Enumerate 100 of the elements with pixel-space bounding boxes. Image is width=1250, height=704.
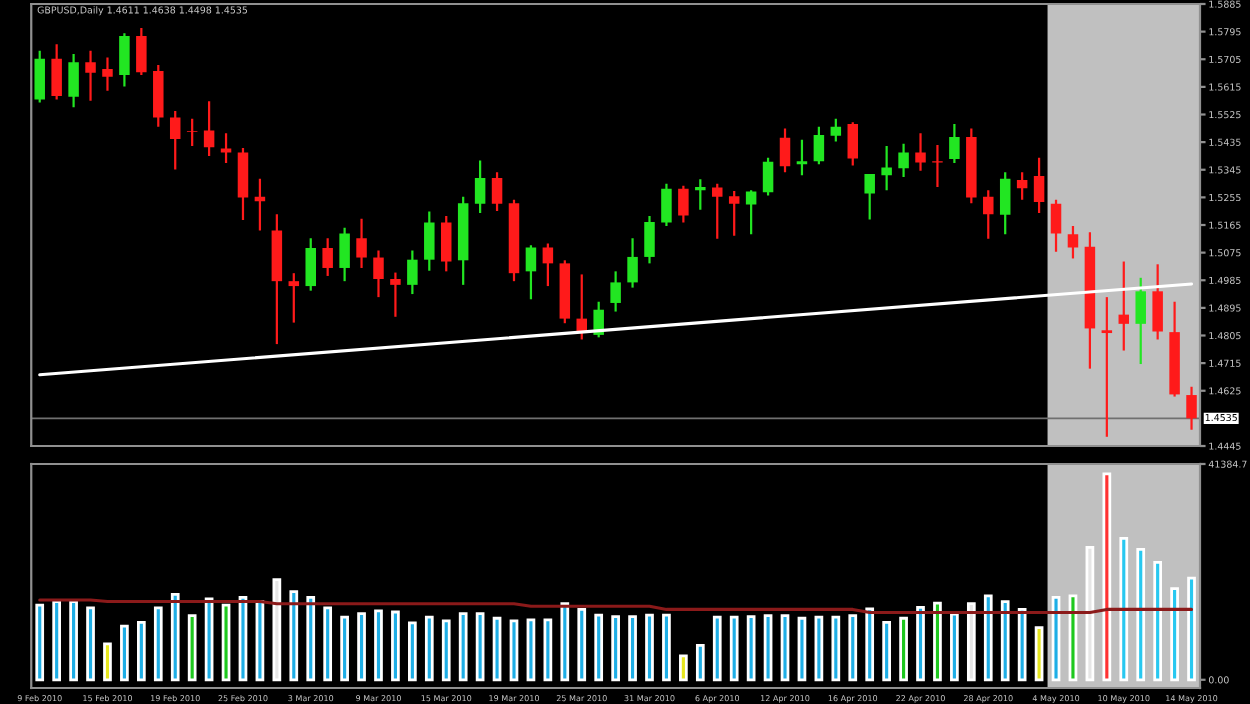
bar [1000, 600, 1010, 682]
bar [170, 592, 180, 682]
bar [408, 621, 417, 682]
candlestick [1101, 296, 1113, 438]
candlestick [424, 210, 435, 272]
bar [69, 600, 78, 682]
bar [1034, 626, 1044, 682]
candlestick [288, 272, 300, 324]
bar [1068, 594, 1078, 682]
candlestick [610, 270, 621, 313]
bar [153, 606, 163, 682]
bar [983, 594, 993, 682]
candlestick [525, 244, 537, 301]
bar [780, 614, 790, 682]
candlestick [186, 117, 198, 148]
candlestick [949, 122, 960, 165]
candlestick [644, 214, 655, 265]
bar [662, 613, 671, 682]
candlestick [34, 49, 45, 104]
bar [729, 615, 739, 682]
candlestick [779, 127, 791, 174]
bar [35, 603, 45, 682]
candlestick [813, 125, 825, 166]
bar [560, 602, 570, 682]
candlestick [712, 182, 723, 240]
bar [746, 615, 756, 682]
candlestick [1050, 198, 1062, 253]
candlestick [169, 110, 181, 171]
candlestick [915, 132, 926, 172]
candlestick [999, 171, 1011, 236]
bar [814, 615, 824, 682]
bar [1187, 576, 1196, 682]
candlestick [322, 237, 333, 278]
candlestick [542, 242, 554, 288]
bar [1136, 548, 1146, 682]
candlestick [661, 182, 672, 228]
bar [340, 615, 349, 682]
candlestick [68, 52, 79, 109]
candlestick [1152, 263, 1163, 341]
candlestick [678, 184, 689, 224]
candlestick [1067, 224, 1079, 260]
candlestick [220, 132, 232, 165]
bar [526, 618, 536, 682]
bar [712, 615, 722, 682]
bar [424, 615, 434, 682]
bar [357, 612, 366, 682]
bar [86, 606, 95, 682]
candlestick [305, 237, 316, 292]
bar [848, 614, 858, 682]
bar [1085, 545, 1095, 682]
bar [831, 615, 841, 682]
candlestick [153, 63, 164, 128]
candlestick [593, 300, 604, 339]
bar [52, 600, 62, 682]
bar [492, 616, 502, 682]
candlestick [1118, 260, 1130, 352]
candlestick [440, 214, 452, 273]
bar [865, 607, 875, 682]
bar [441, 619, 451, 682]
bar [797, 616, 807, 682]
candlestick [1135, 276, 1146, 366]
bar [1170, 587, 1179, 682]
bar [1119, 537, 1129, 682]
bar [120, 624, 129, 682]
bar [1102, 472, 1112, 682]
candlestick [1033, 156, 1045, 215]
candlestick [237, 146, 249, 222]
candlestick [847, 121, 859, 167]
bar [458, 612, 468, 682]
candlestick [762, 156, 774, 197]
bar [509, 619, 519, 682]
candlestick [881, 145, 892, 192]
bar [543, 618, 553, 682]
bar [611, 615, 620, 682]
bar [103, 642, 112, 682]
bar [374, 609, 383, 682]
bar [306, 596, 316, 682]
bar [695, 643, 705, 682]
candlestick [136, 26, 147, 77]
candlestick [390, 271, 401, 318]
candlestick [627, 237, 638, 289]
candlestick [695, 178, 706, 211]
bar [272, 578, 282, 682]
candlestick [864, 172, 875, 221]
bar [577, 608, 587, 682]
bar [289, 590, 299, 682]
candlestick [1186, 385, 1197, 431]
bar [1153, 561, 1163, 682]
bar [323, 606, 333, 682]
bar [187, 614, 197, 682]
bar [899, 616, 908, 682]
candlestick [407, 249, 418, 296]
bar [645, 613, 654, 682]
bar [933, 601, 942, 682]
candlestick [51, 43, 62, 101]
candlestick [85, 49, 96, 102]
candlestick [119, 32, 130, 88]
candlestick [203, 100, 215, 158]
bar [950, 612, 959, 682]
candlestick [796, 138, 808, 177]
